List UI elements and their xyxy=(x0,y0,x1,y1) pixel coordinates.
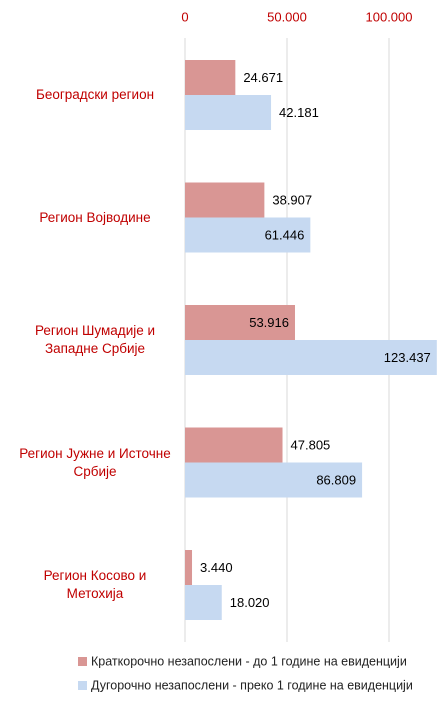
bar xyxy=(185,340,437,375)
value-label: 24.671 xyxy=(243,70,283,85)
x-tick-label: 50.000 xyxy=(267,9,307,24)
value-label: 47.805 xyxy=(291,437,331,452)
category-label: Регион Косово и Метохија xyxy=(43,568,147,601)
bar xyxy=(185,462,363,498)
legend-swatch xyxy=(78,681,87,690)
bar xyxy=(185,550,193,585)
value-label: 3.440 xyxy=(200,560,233,575)
category-label: Регион Војводине xyxy=(39,209,151,225)
bar xyxy=(185,585,222,620)
category-label: Београдски регион xyxy=(35,87,155,102)
legend-label: Краткорочно незапослени - до 1 године на… xyxy=(91,654,407,668)
bar xyxy=(185,182,265,218)
x-tick-label: 0 xyxy=(181,9,188,24)
bar xyxy=(185,427,283,463)
bar xyxy=(185,95,272,130)
value-label: 61.446 xyxy=(265,227,305,242)
value-label: 38.907 xyxy=(272,192,312,207)
bar xyxy=(185,305,295,340)
value-label: 86.809 xyxy=(316,472,356,487)
category-label: Регион Шумадије и Западне Србије xyxy=(34,323,156,356)
legend-swatch xyxy=(78,657,87,666)
value-label: 53.916 xyxy=(249,315,289,330)
value-label: 42.181 xyxy=(279,105,319,120)
value-label: 123.437 xyxy=(384,350,431,365)
value-label: 18.020 xyxy=(230,595,270,610)
category-label: Регион Јужне и Источне Србије xyxy=(19,445,171,479)
bar xyxy=(185,60,236,95)
legend-label: Дугорочно незапослени - преко 1 године н… xyxy=(91,678,413,692)
x-tick-label: 100.000 xyxy=(366,9,413,24)
bar xyxy=(185,217,311,253)
